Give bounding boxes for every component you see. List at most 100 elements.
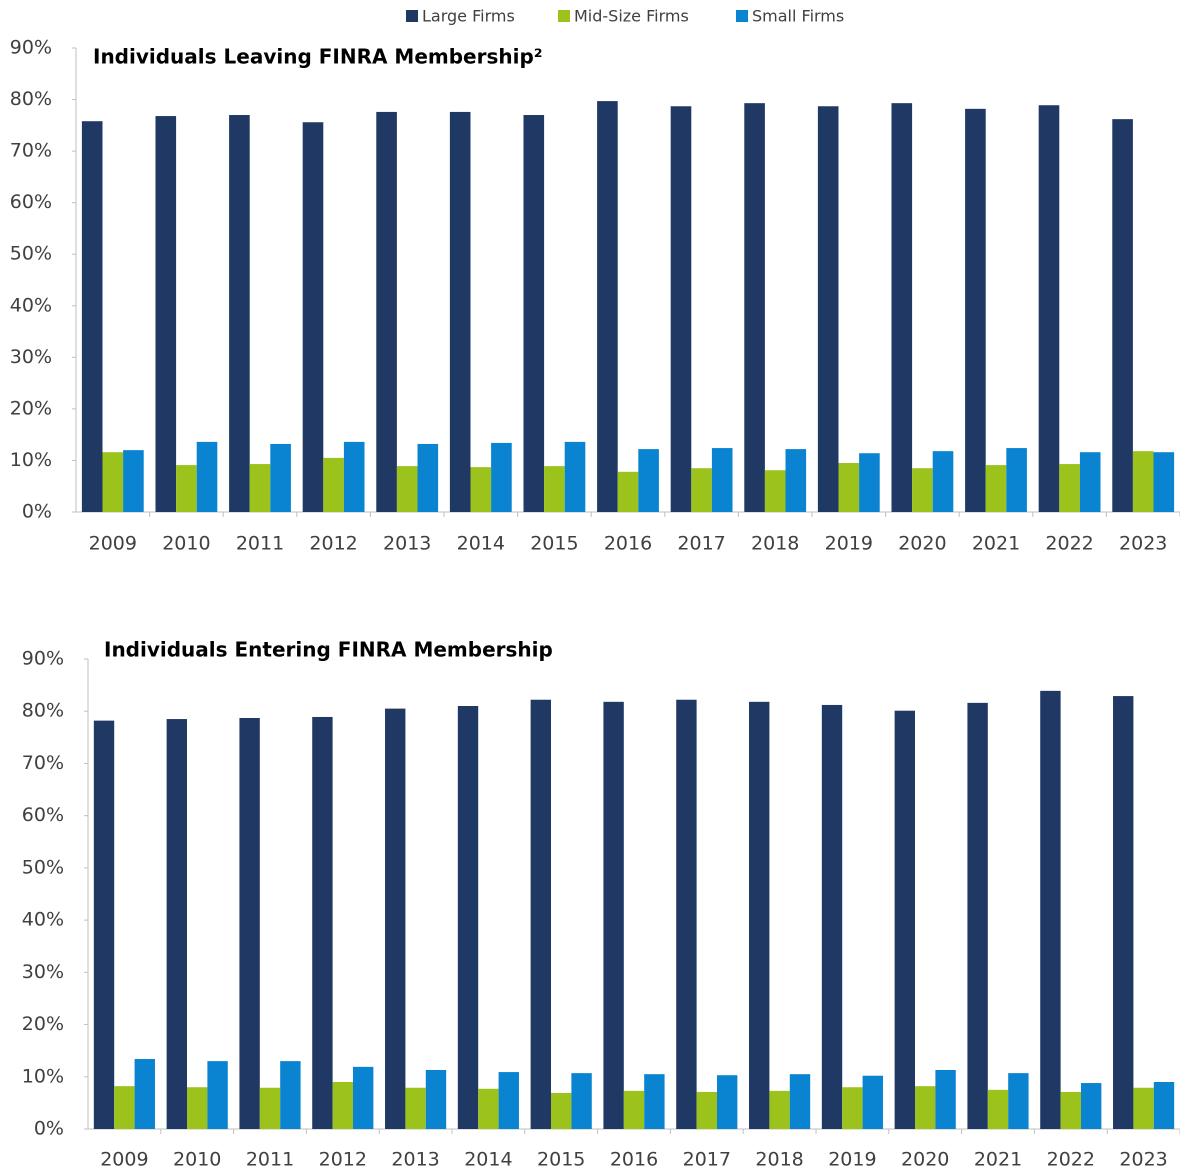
x-tick-label: 2010 [162, 533, 210, 555]
y-tick-label: 0% [22, 501, 52, 523]
x-tick-label: 2018 [751, 533, 799, 555]
y-tick-label: 70% [22, 752, 64, 774]
bar [280, 1061, 301, 1129]
y-tick-label: 90% [22, 648, 64, 670]
bar [749, 701, 770, 1129]
bar [187, 1087, 208, 1129]
y-tick-label: 80% [22, 700, 64, 722]
bar [352, 1066, 374, 1129]
bar [134, 1059, 155, 1129]
bar [239, 718, 260, 1129]
bar [396, 466, 418, 512]
bar [1006, 448, 1027, 512]
bar [1153, 452, 1175, 512]
bar [935, 1069, 956, 1129]
x-tick-label: 2023 [1119, 533, 1167, 555]
y-tick-label: 0% [34, 1118, 64, 1140]
bar [644, 1074, 665, 1129]
bar [229, 115, 250, 513]
y-tick-label: 70% [10, 140, 52, 162]
bar [1080, 1083, 1102, 1129]
bar [785, 449, 807, 512]
bar [478, 1088, 499, 1129]
bar [1040, 690, 1061, 1129]
bar [544, 466, 565, 512]
bar [789, 1074, 811, 1129]
bar [862, 1075, 883, 1129]
y-tick-label: 40% [22, 909, 64, 931]
bar [425, 1069, 447, 1129]
chart-title: Individuals Leaving FINRA Membership² [93, 45, 543, 69]
y-tick-label: 50% [22, 856, 64, 878]
bar [967, 702, 988, 1129]
y-tick-label: 50% [10, 243, 52, 265]
bar [915, 1086, 936, 1129]
bar [597, 101, 618, 512]
bar [894, 710, 916, 1129]
y-tick-label: 10% [22, 1065, 64, 1087]
bar [716, 1075, 738, 1129]
bar [207, 1061, 228, 1129]
bar [817, 106, 839, 512]
bar [385, 708, 406, 1129]
x-tick-label: 2013 [383, 533, 431, 555]
x-tick-label: 2010 [173, 1149, 221, 1171]
bar [449, 111, 471, 512]
x-tick-label: 2022 [1047, 1149, 1095, 1171]
bar [376, 111, 397, 512]
bar [711, 448, 733, 512]
bar [764, 470, 786, 512]
x-tick-label: 2022 [1045, 533, 1093, 555]
x-tick-label: 2018 [755, 1149, 803, 1171]
bar [691, 468, 712, 512]
bar [498, 1072, 519, 1129]
bar [470, 467, 492, 512]
bar [1008, 1073, 1029, 1129]
x-tick-label: 2013 [391, 1149, 439, 1171]
bar [176, 465, 197, 512]
y-tick-label: 40% [10, 294, 52, 316]
bar [859, 453, 880, 512]
bar [842, 1087, 863, 1129]
x-tick-label: 2021 [974, 1149, 1022, 1171]
x-tick-label: 2016 [604, 533, 652, 555]
x-tick-label: 2023 [1119, 1149, 1167, 1171]
x-tick-label: 2020 [901, 1149, 949, 1171]
bar [670, 106, 692, 512]
x-tick-label: 2016 [610, 1149, 658, 1171]
x-tick-label: 2019 [825, 533, 873, 555]
bar [491, 442, 512, 512]
bar [638, 449, 659, 512]
bar [1059, 464, 1080, 512]
y-tick-label: 60% [10, 191, 52, 213]
bar [551, 1092, 572, 1129]
bar [1079, 452, 1101, 512]
bar [93, 720, 115, 1129]
bar [985, 465, 1007, 512]
bar [696, 1091, 717, 1129]
x-tick-label: 2009 [89, 533, 137, 555]
bar [457, 706, 479, 1129]
bar [343, 441, 365, 512]
x-tick-label: 2019 [828, 1149, 876, 1171]
bar [571, 1073, 592, 1129]
bar [1132, 451, 1154, 512]
bar [1153, 1082, 1175, 1129]
x-tick-label: 2020 [898, 533, 946, 555]
bar [891, 103, 913, 513]
bar [912, 468, 933, 512]
legend-swatch [558, 10, 570, 22]
x-tick-label: 2015 [530, 533, 578, 555]
bar [155, 116, 177, 512]
x-tick-label: 2011 [236, 533, 284, 555]
x-tick-label: 2011 [246, 1149, 294, 1171]
bar [332, 1082, 353, 1129]
x-tick-label: 2017 [677, 533, 725, 555]
y-tick-label: 20% [22, 1013, 64, 1035]
bar [259, 1087, 281, 1129]
bar [249, 464, 271, 512]
x-tick-label: 2012 [309, 533, 357, 555]
bar [564, 441, 586, 512]
bar [1113, 696, 1134, 1129]
